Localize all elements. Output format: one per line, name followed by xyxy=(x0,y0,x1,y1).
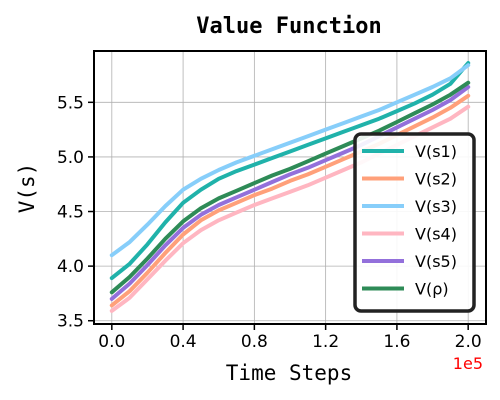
series-line-1 xyxy=(109,61,471,281)
legend-label: V(s4) xyxy=(415,225,457,244)
axis-ticks: 0.0 0.4 0.8 1.2 1.6 2.0 3.5 4.0 4.5 5.0 5.5 xyxy=(57,93,482,352)
y-tick-label: 4.5 xyxy=(57,203,84,223)
x-tick-label: 0.4 xyxy=(170,332,197,352)
x-axis-label: Time Steps xyxy=(226,361,352,385)
x-tick-label: 0.8 xyxy=(241,332,268,352)
series-line-2 xyxy=(109,93,471,308)
x-tick-label: 0.0 xyxy=(98,332,125,352)
plot-frame xyxy=(93,50,487,325)
legend-label: V(ρ) xyxy=(415,280,449,299)
legend-label: V(s5) xyxy=(415,252,457,271)
legend-label: V(s1) xyxy=(415,142,457,161)
y-tick-label: 3.5 xyxy=(57,312,84,332)
x-multiplier-label: 1e5 xyxy=(453,354,483,373)
x-tick-label: 1.6 xyxy=(383,332,410,352)
legend-label: V(s2) xyxy=(415,170,457,189)
y-axis-label: V(s) xyxy=(15,163,39,214)
y-tick-label: 5.5 xyxy=(57,93,84,113)
legend: V(s1) V(s2) V(s3) V(s4) V(s5) V(ρ) xyxy=(353,132,476,313)
series-line-6 xyxy=(109,80,471,295)
series-line-3 xyxy=(109,63,471,258)
series-line-5 xyxy=(109,85,471,301)
legend-label: V(s3) xyxy=(415,197,457,216)
chart-title: Value Function xyxy=(196,14,381,39)
y-tick-label: 5.0 xyxy=(57,148,84,168)
x-tick-label: 1.2 xyxy=(312,332,339,352)
y-tick-label: 4.0 xyxy=(57,257,84,277)
x-tick-label: 2.0 xyxy=(455,332,482,352)
